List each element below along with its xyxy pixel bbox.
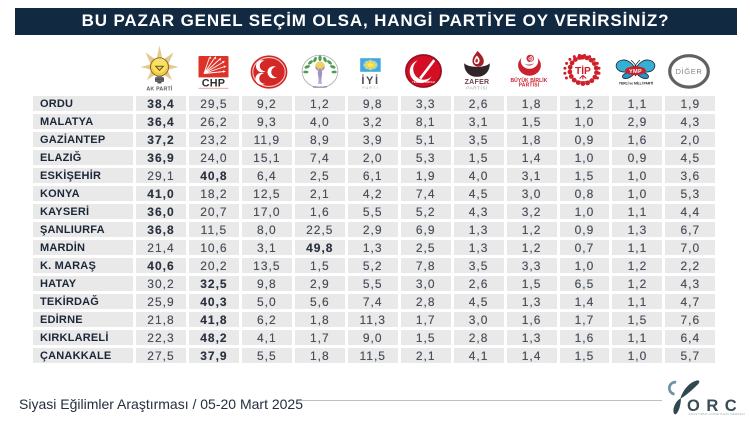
- svg-text:BÜYÜK BİRLİK: BÜYÜK BİRLİK: [510, 77, 547, 84]
- svg-text:AK PARTİ: AK PARTİ: [146, 86, 173, 92]
- svg-text:DİĞER: DİĞER: [675, 67, 702, 76]
- svg-text:YENİDEN REFAH: YENİDEN REFAH: [412, 81, 435, 84]
- svg-text:CHP: CHP: [202, 78, 225, 90]
- svg-text:TİP: TİP: [575, 64, 591, 77]
- svg-text:ZAFER: ZAFER: [465, 79, 490, 86]
- svg-text:DEM PARTİ: DEM PARTİ: [313, 85, 328, 89]
- svg-text:PARTİSİ: PARTİSİ: [519, 82, 540, 89]
- svg-text:PARTİSİ: PARTİSİ: [466, 84, 488, 90]
- svg-text:PARTİ: PARTİ: [363, 85, 380, 90]
- svg-text:ARAŞTIRMA HİZMETLERİ MERKEZİ: ARAŞTIRMA HİZMETLERİ MERKEZİ: [689, 411, 746, 416]
- svg-text:YERLİ ve MİLLİ PARTİ: YERLİ ve MİLLİ PARTİ: [619, 82, 653, 86]
- svg-text:İYİ: İYİ: [361, 74, 379, 87]
- svg-text:YMP: YMP: [629, 69, 642, 75]
- svg-text:ORC: ORC: [687, 397, 743, 415]
